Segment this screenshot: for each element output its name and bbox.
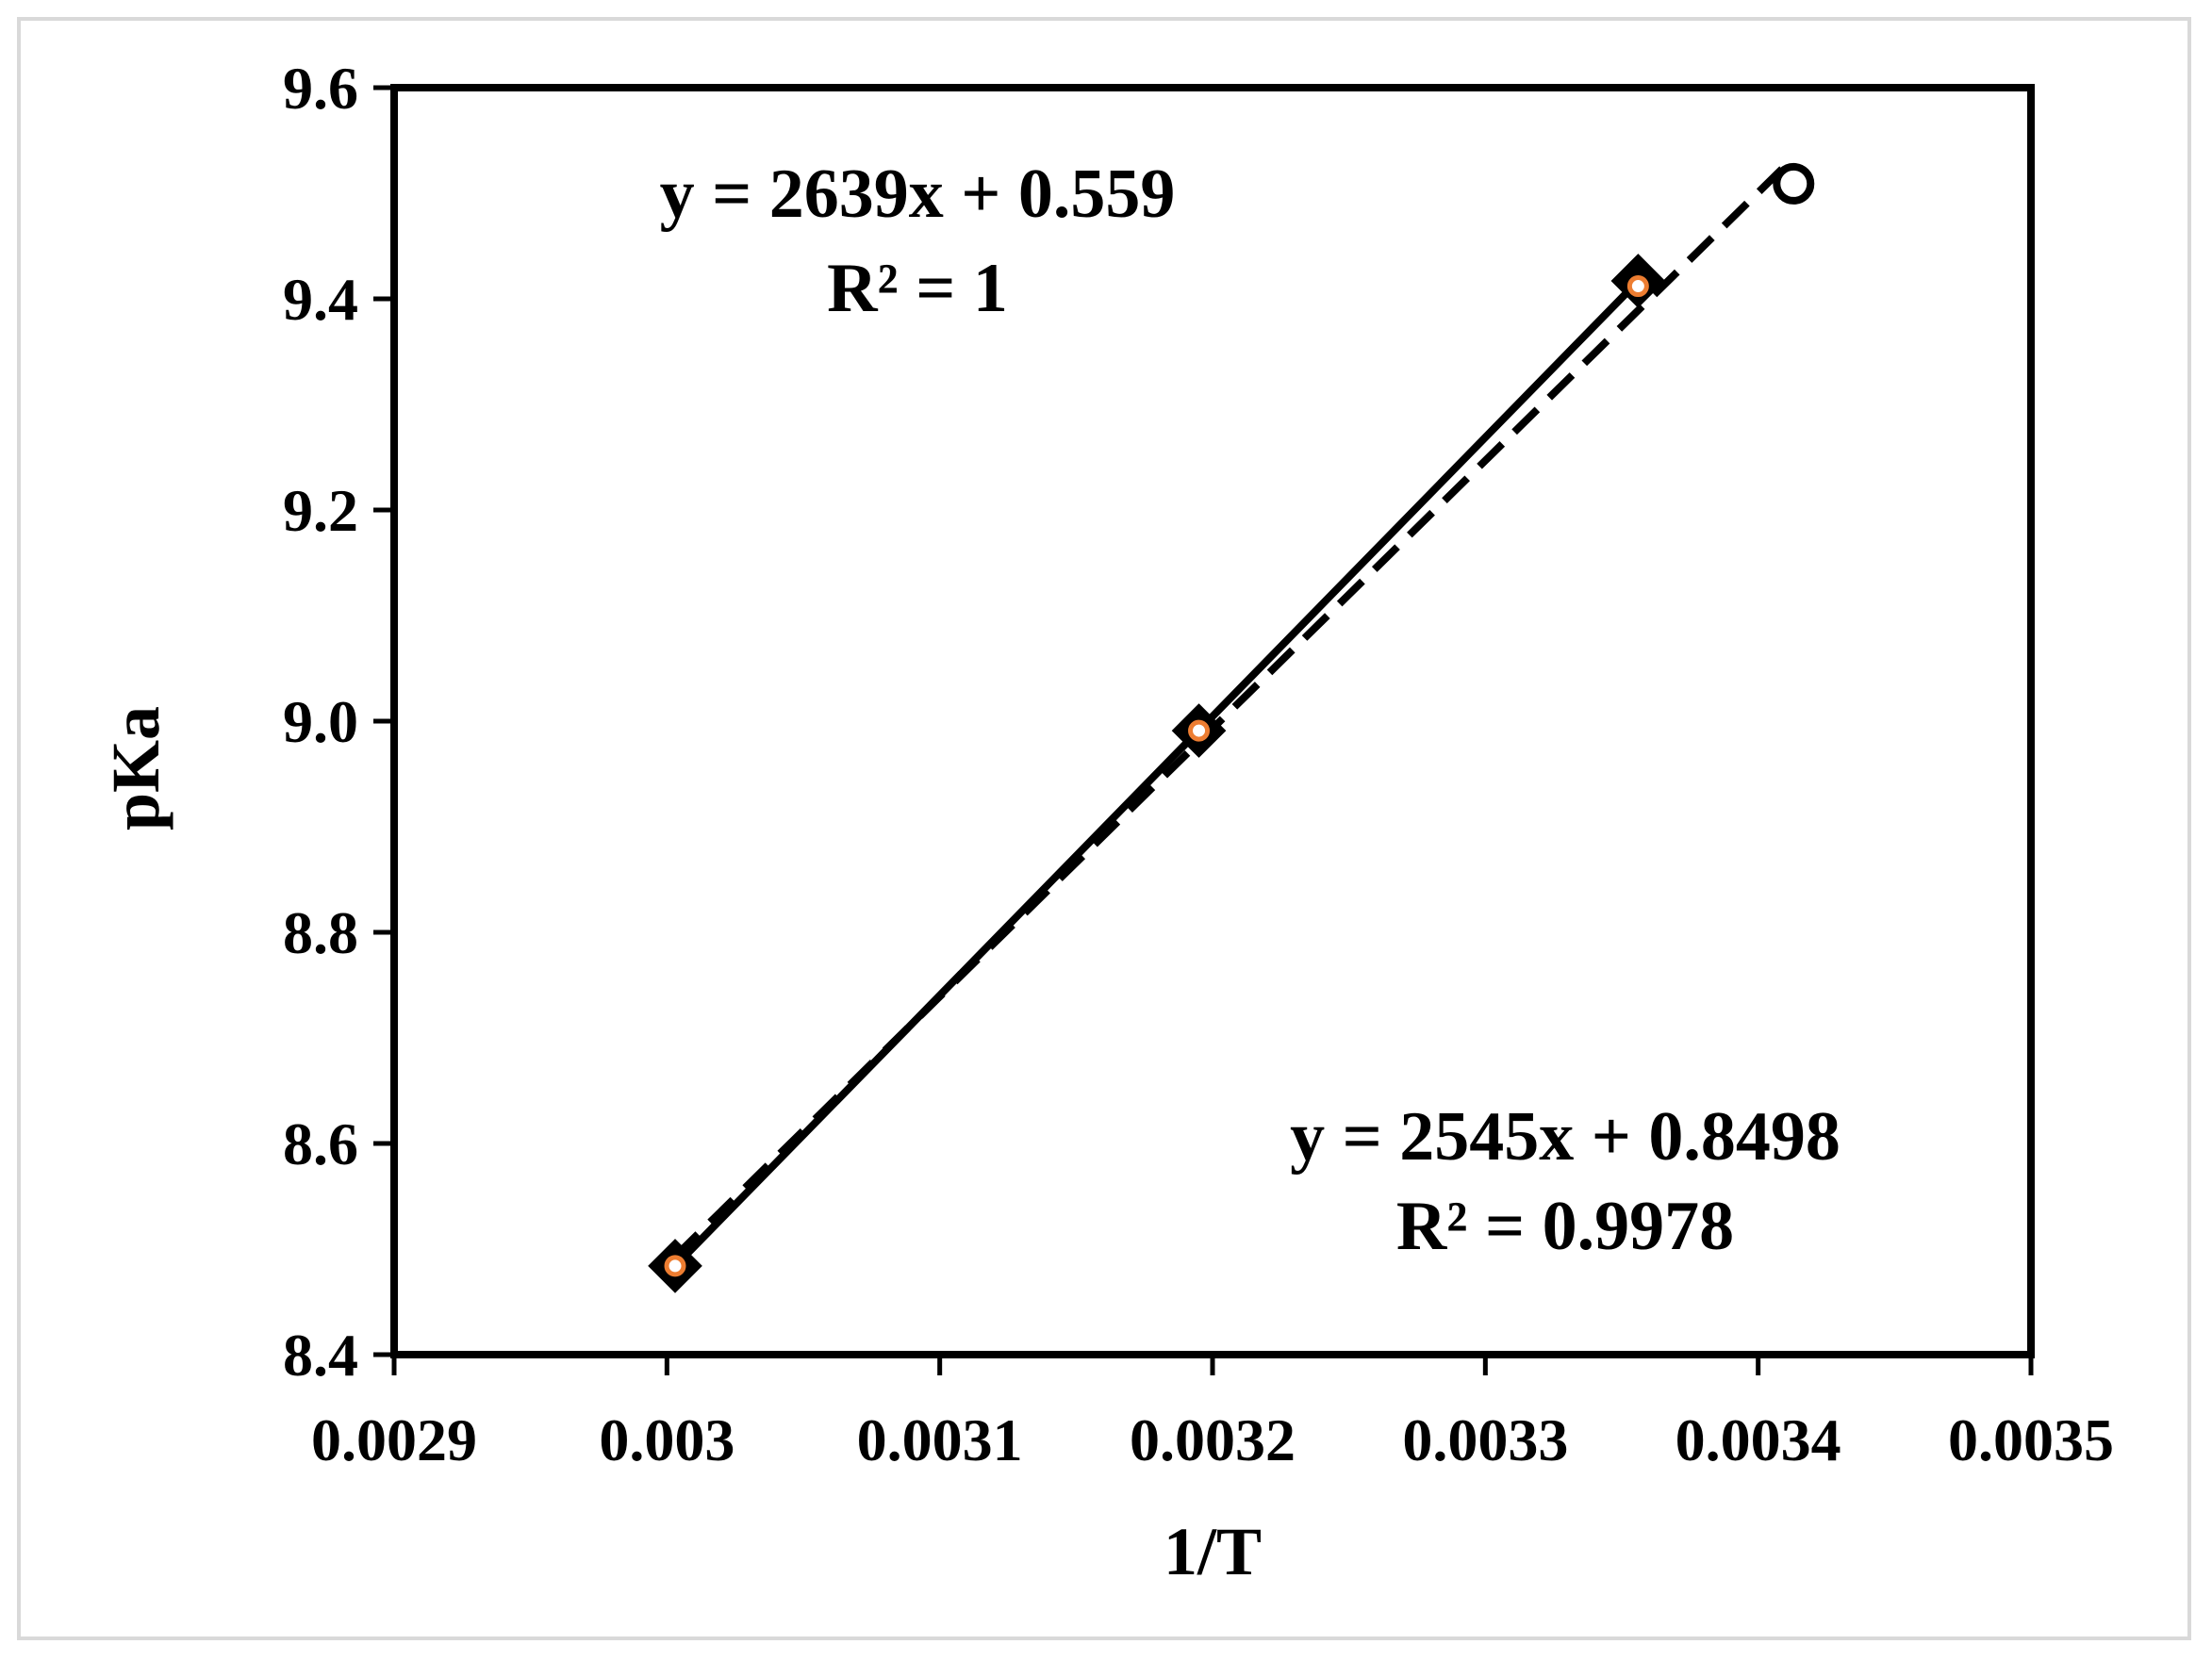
y-tick-label: 9.4 <box>283 266 358 333</box>
x-tick-label: 0.003 <box>599 1406 735 1473</box>
trendlines <box>672 155 1797 1269</box>
y-axis-title: pKa <box>98 706 173 830</box>
series-2-trendline <box>672 155 1797 1259</box>
series-1-equation: y = 2639x + 0.559 <box>660 156 1176 233</box>
series-2-point <box>1626 275 1649 298</box>
data-markers <box>648 162 1815 1293</box>
x-tick-label: 0.0032 <box>1130 1406 1296 1473</box>
series-1-r-squared: R² = 1 <box>827 250 1008 327</box>
y-axis-ticks: 8.4 8.6 8.8 9.0 9.2 9.4 9.6 <box>283 55 394 1389</box>
y-tick-label: 8.4 <box>283 1322 358 1389</box>
x-axis-title: 1/T <box>1164 1514 1262 1589</box>
series-2-point <box>664 1255 686 1277</box>
series-2-equation: y = 2545x + 0.8498 <box>1290 1098 1841 1176</box>
y-tick-label: 9.0 <box>283 688 358 755</box>
figure-frame <box>17 17 2191 1640</box>
y-tick-label: 9.2 <box>283 477 358 544</box>
y-tick-label: 8.8 <box>283 899 358 966</box>
x-tick-label: 0.0035 <box>1948 1406 2114 1473</box>
y-tick-label: 9.6 <box>283 55 358 122</box>
series-2-r-squared: R² = 0.9978 <box>1396 1188 1734 1265</box>
series-2-point <box>1188 719 1211 742</box>
x-axis-ticks: 0.0029 0.003 0.0031 0.0032 0.0033 0.0034 0.003… <box>311 1355 2114 1473</box>
y-tick-label: 8.6 <box>283 1110 358 1177</box>
x-tick-label: 0.0031 <box>857 1406 1023 1473</box>
x-tick-label: 0.0029 <box>311 1406 477 1473</box>
x-tick-label: 0.0034 <box>1676 1406 1841 1473</box>
plot-area <box>390 84 2035 1358</box>
series-2-point <box>1773 162 1815 205</box>
x-tick-label: 0.0033 <box>1402 1406 1568 1473</box>
